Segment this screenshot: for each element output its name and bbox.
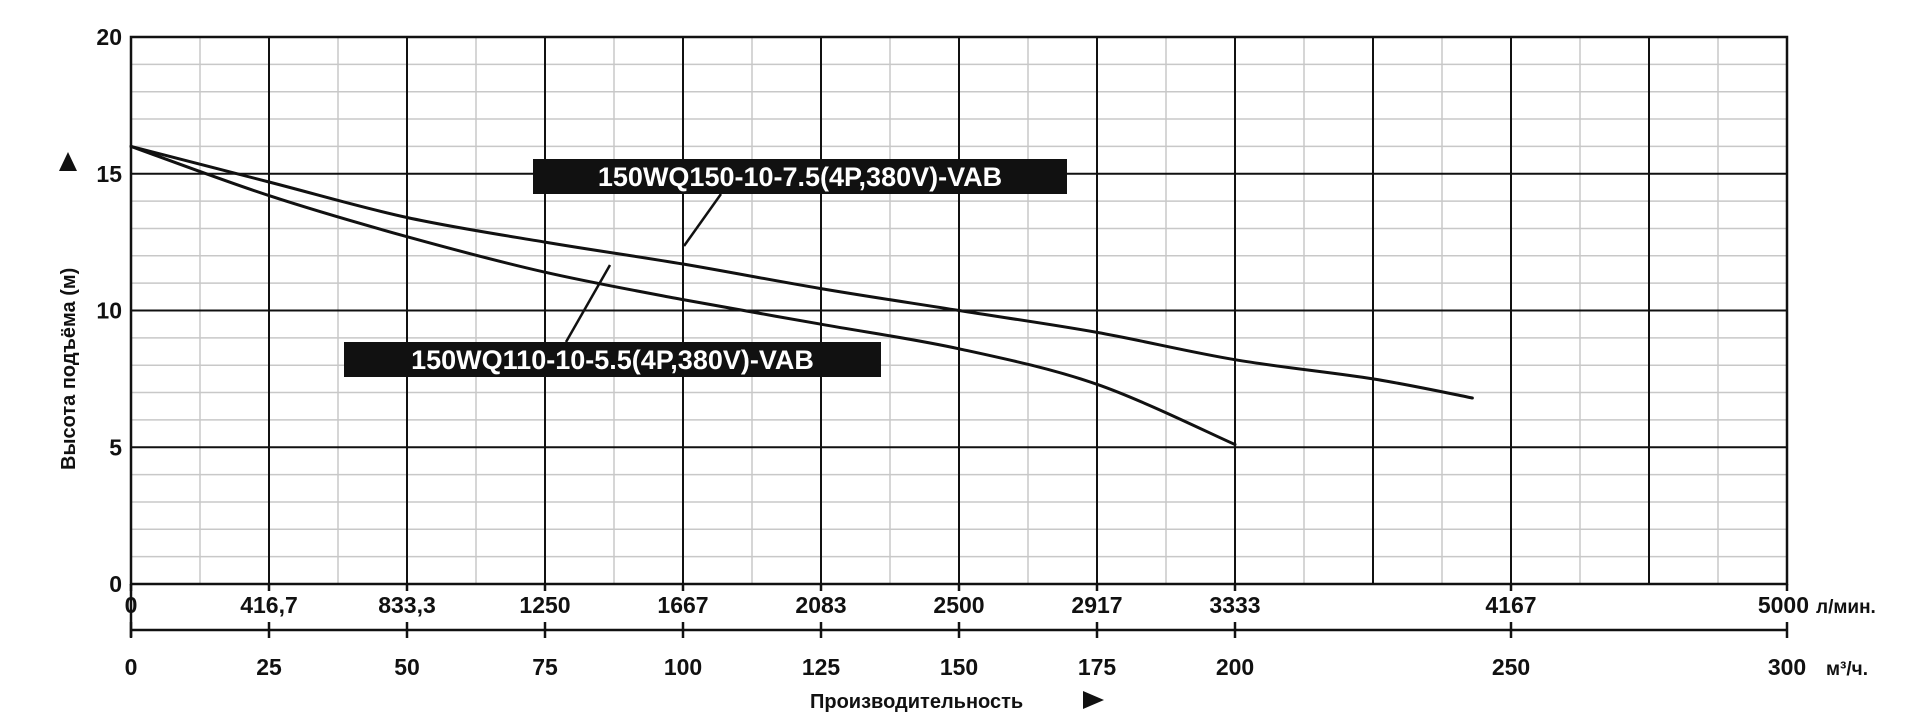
x-tick-label-m3h: 300 <box>1768 654 1806 680</box>
x-tick-label-m3h: 50 <box>394 654 420 680</box>
x-tick-label-lmin: 5000 <box>1758 592 1809 618</box>
x-unit-m3h: м³/ч. <box>1826 659 1868 680</box>
x-tick-label-lmin: 1250 <box>519 592 570 618</box>
series-point <box>1233 443 1237 447</box>
series-point <box>267 180 271 184</box>
tick-labels: 0025416,750833,3751250100166712520831502… <box>96 24 1809 680</box>
series-point <box>267 194 271 198</box>
y-axis-title: Высота подъёма (м) <box>58 268 80 470</box>
series-point <box>1095 330 1099 334</box>
series-point <box>819 287 823 291</box>
x-tick-label-lmin: 2500 <box>933 592 984 618</box>
series-point <box>405 216 409 220</box>
series-point <box>543 270 547 274</box>
y-tick-label: 5 <box>109 434 122 460</box>
series-label-1: 150WQ150-10-7.5(4P,380V)-VAB <box>598 162 1002 192</box>
x-tick-label-m3h: 0 <box>125 654 138 680</box>
x-tick-label-lmin: 2917 <box>1071 592 1122 618</box>
y-tick-label: 15 <box>96 161 122 187</box>
series-point <box>543 240 547 244</box>
x-tick-label-m3h: 175 <box>1078 654 1117 680</box>
x-tick-label-m3h: 200 <box>1216 654 1254 680</box>
x-tick-label-m3h: 250 <box>1492 654 1530 680</box>
series-point <box>1095 382 1099 386</box>
x-tick-label-m3h: 125 <box>802 654 841 680</box>
series-label-box <box>344 342 881 377</box>
series-point <box>1470 396 1474 400</box>
series-lines <box>129 144 1474 447</box>
x-unit-lmin: л/мин. <box>1816 597 1876 618</box>
x-tick-label-m3h: 75 <box>532 654 558 680</box>
x-tick-label-lmin: 1667 <box>657 592 708 618</box>
series-point <box>681 298 685 302</box>
series-label-2: 150WQ110-10-5.5(4P,380V)-VAB <box>411 345 814 375</box>
series-point <box>819 322 823 326</box>
x-axis-title: Производительность <box>810 691 1023 712</box>
series-label-leader <box>564 264 612 343</box>
series-point <box>681 262 685 266</box>
series-point <box>957 309 961 312</box>
x-tick-label-m3h: 150 <box>940 654 978 680</box>
series-point <box>1371 377 1375 381</box>
x-tick-label-lmin: 833,3 <box>378 592 436 618</box>
x-tick-label-m3h: 25 <box>256 654 282 680</box>
y-axis-arrow-icon <box>59 152 77 171</box>
series-label-leader <box>682 193 723 247</box>
x-tick-label-lmin: 4167 <box>1485 592 1536 618</box>
x-tick-label-lmin: 416,7 <box>240 592 298 618</box>
axes <box>129 35 1789 638</box>
series-point <box>957 347 961 351</box>
x-tick-label-lmin: 0 <box>125 592 138 618</box>
y-tick-label: 0 <box>109 571 122 597</box>
y-tick-label: 20 <box>96 24 122 50</box>
series-labels: 150WQ150-10-7.5(4P,380V)-VAB 150WQ110-10-… <box>344 159 1067 377</box>
series-label-box <box>533 159 1067 194</box>
series-point <box>129 144 133 148</box>
y-tick-label: 10 <box>96 298 122 324</box>
series-point <box>1233 358 1237 362</box>
x-axis-arrow-icon <box>1083 691 1104 709</box>
series-point <box>405 235 409 239</box>
x-tick-label-lmin: 2083 <box>795 592 846 618</box>
x-tick-label-lmin: 3333 <box>1209 592 1260 618</box>
x-tick-label-m3h: 100 <box>664 654 702 680</box>
